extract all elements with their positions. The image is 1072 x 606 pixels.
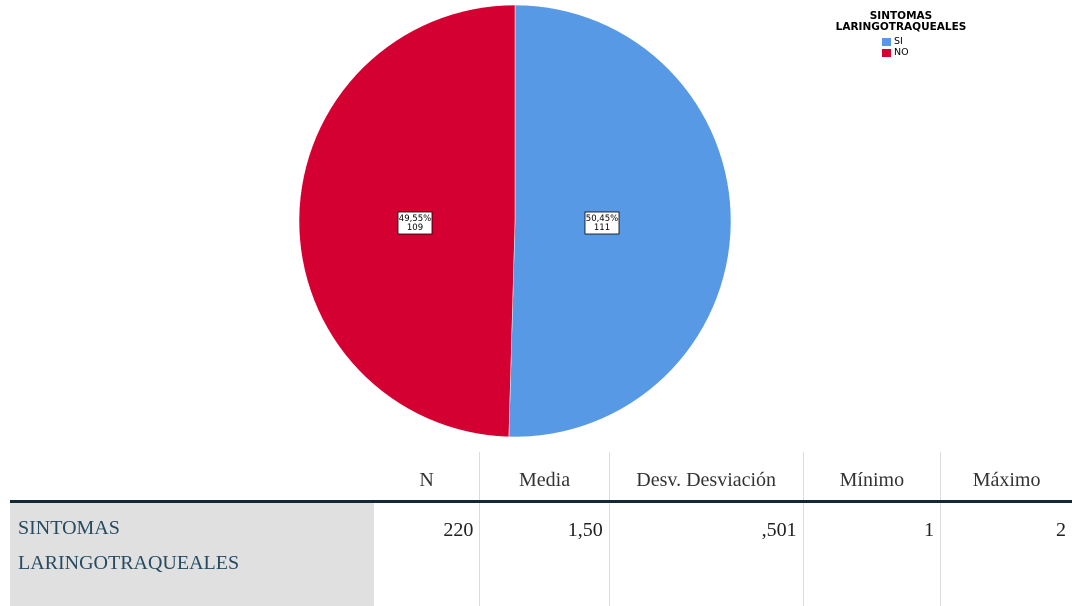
row-label-line-2: LARINGOTRAQUEALES <box>18 546 368 581</box>
slice-label-si: 50,45% 111 <box>585 212 619 234</box>
cell-n: 220 <box>374 502 480 606</box>
cell-desv: ,501 <box>609 502 803 606</box>
slice-label-no-value: 109 <box>407 223 423 233</box>
cell-minimo: 1 <box>803 502 941 606</box>
legend-item-no: NO <box>882 47 986 58</box>
legend-swatch-no <box>882 49 891 57</box>
legend-title: SINTOMAS LARINGOTRAQUEALES <box>816 11 986 33</box>
header-desv: Desv. Desviación <box>609 452 803 502</box>
header-media: Media <box>480 452 609 502</box>
header-maximo: Máximo <box>941 452 1072 502</box>
legend-title-line-2: LARINGOTRAQUEALES <box>816 22 986 33</box>
legend-label-si: SI <box>894 36 903 47</box>
pie-chart: 50,45% 111 49,55% 109 <box>0 0 1072 450</box>
header-minimo: Mínimo <box>803 452 941 502</box>
legend-swatch-si <box>882 38 891 46</box>
table-header-row: N Media Desv. Desviación Mínimo Máximo <box>10 452 1072 502</box>
table-row: SINTOMAS LARINGOTRAQUEALES 220 1,50 ,501… <box>10 502 1072 606</box>
slice-label-no: 49,55% 109 <box>398 212 432 234</box>
legend-label-no: NO <box>894 47 909 58</box>
cell-maximo: 2 <box>941 502 1072 606</box>
row-label-line-1: SINTOMAS <box>18 511 368 546</box>
legend-item-si: SI <box>882 36 986 47</box>
cell-media: 1,50 <box>480 502 609 606</box>
slice-label-si-value: 111 <box>594 223 610 233</box>
header-empty <box>10 452 374 502</box>
chart-legend: SINTOMAS LARINGOTRAQUEALES SI NO <box>816 11 986 58</box>
row-label: SINTOMAS LARINGOTRAQUEALES <box>10 502 374 606</box>
pie-slice-si <box>509 5 731 437</box>
header-n: N <box>374 452 480 502</box>
descriptive-stats-table: N Media Desv. Desviación Mínimo Máximo S… <box>10 452 1072 606</box>
